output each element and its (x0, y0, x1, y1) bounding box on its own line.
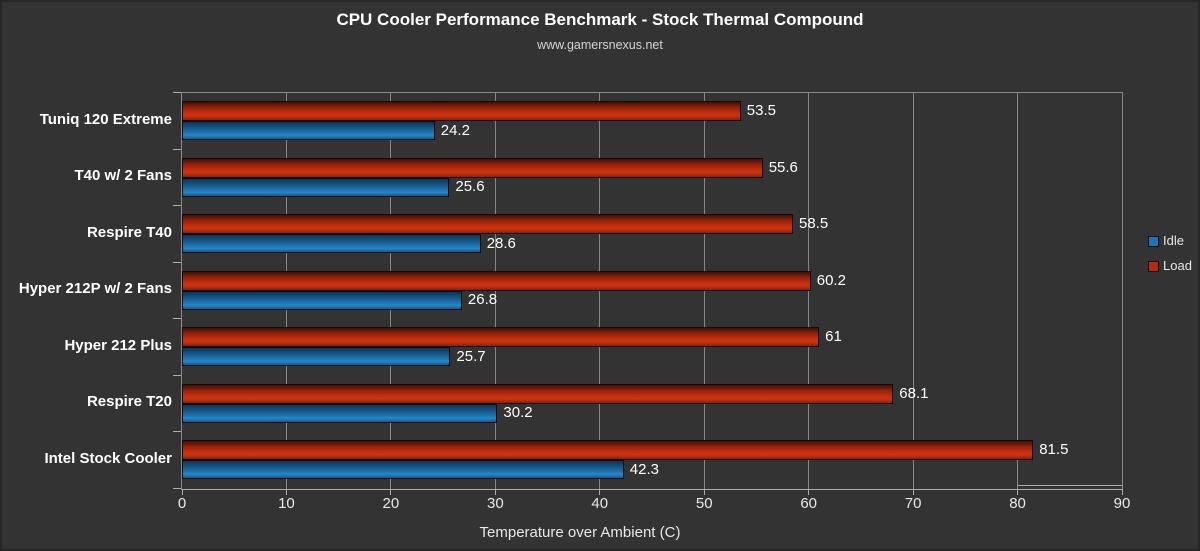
y-axis-tick (173, 148, 181, 150)
bar-load (182, 327, 820, 348)
x-axis-tick-label: 60 (800, 495, 817, 512)
x-axis-tick (703, 489, 705, 495)
legend: Idle Load (1148, 234, 1192, 284)
x-axis-label: Temperature over Ambient (C) (479, 524, 681, 541)
plot-bottom-border-segment (1017, 485, 1122, 486)
x-axis-tick-label: 40 (591, 495, 609, 512)
bar-idle (182, 290, 462, 310)
category-label: Intel Stock Cooler (44, 449, 172, 467)
value-label-idle: 26.8 (467, 291, 498, 309)
value-label-idle: 24.2 (440, 121, 470, 139)
bar-idle (182, 403, 498, 423)
x-axis-tick-label: 90 (1113, 495, 1131, 512)
gridline-x-30 (494, 93, 496, 489)
value-label-load: 61 (825, 328, 842, 346)
x-axis-tick (1017, 489, 1019, 495)
gridline-x-50 (703, 93, 705, 489)
plot-area: 53.5 24.2 55.6 25.6 58.5 28.6 60.2 26.8 61 25.7 68… (181, 92, 1123, 490)
category-label: Hyper 212P w/ 2 Fans (18, 280, 172, 298)
value-label-load: 53.5 (746, 102, 776, 119)
x-axis-tick-label: 0 (177, 495, 187, 512)
bar-load (182, 101, 741, 121)
bar-load (182, 214, 793, 235)
x-axis-tick (390, 489, 392, 495)
value-label-load: 68.1 (899, 384, 929, 402)
x-axis-tick (181, 489, 183, 495)
y-axis-tick (173, 374, 181, 376)
value-label-load: 81.5 (1039, 441, 1069, 459)
category-label: Hyper 212 Plus (64, 336, 172, 354)
bar-load (182, 383, 894, 404)
x-axis-tick-label: 20 (382, 495, 400, 512)
value-label-idle: 28.6 (486, 234, 516, 252)
bar-idle (182, 347, 451, 367)
chart-subtitle: www.gamersnexus.net (537, 38, 663, 52)
chart-title: CPU Cooler Performance Benchmark - Stock… (336, 10, 864, 29)
legend-swatch-idle (1148, 235, 1159, 247)
x-axis-tick-label: 10 (278, 495, 295, 512)
value-label-idle: 25.7 (456, 347, 486, 365)
category-label: T40 w/ 2 Fans (74, 167, 172, 185)
bar-load (182, 440, 1034, 461)
bar-idle (182, 234, 481, 254)
y-axis-tick (173, 261, 181, 263)
bar-idle (182, 177, 450, 197)
y-axis-tick (173, 318, 181, 320)
bar-load (182, 270, 811, 291)
y-axis-tick (173, 488, 181, 489)
category-label: Respire T20 (86, 393, 172, 411)
value-label-idle: 30.2 (503, 404, 533, 422)
x-axis-tick (912, 489, 914, 495)
value-label-load: 58.5 (799, 215, 829, 233)
x-axis-tick-label: 80 (1009, 495, 1026, 512)
y-axis-tick (173, 205, 181, 207)
category-label: Respire T40 (86, 223, 172, 241)
x-axis-tick-label: 50 (695, 495, 713, 512)
value-label-idle: 25.6 (455, 178, 485, 196)
legend-item-load: Load (1148, 259, 1192, 273)
gridline-x-40 (599, 93, 601, 489)
x-axis-tick (494, 489, 496, 495)
legend-label: Idle (1163, 233, 1184, 248)
x-axis-tick-label: 70 (904, 495, 922, 512)
legend-swatch-load (1148, 260, 1159, 272)
x-axis-tick (808, 489, 810, 495)
gridline-x-80 (1017, 93, 1019, 489)
gridline-x-70 (912, 93, 914, 489)
y-axis-tick (173, 431, 181, 433)
bar-load (182, 157, 763, 178)
legend-item-idle: Idle (1148, 234, 1192, 248)
value-label-load: 60.2 (816, 271, 846, 289)
x-axis-tick-label: 30 (486, 495, 504, 512)
category-label: Tuniq 120 Extreme (39, 110, 172, 128)
x-axis-tick (1121, 489, 1123, 495)
x-axis-tick (599, 489, 601, 495)
gridline-x-60 (808, 93, 810, 489)
y-axis-tick (173, 92, 181, 93)
bar-idle (182, 121, 435, 140)
bar-idle (182, 460, 624, 480)
legend-label: Load (1163, 258, 1192, 273)
value-label-load: 55.6 (768, 158, 798, 176)
x-axis-tick (285, 489, 287, 495)
value-label-idle: 42.3 (629, 460, 659, 478)
